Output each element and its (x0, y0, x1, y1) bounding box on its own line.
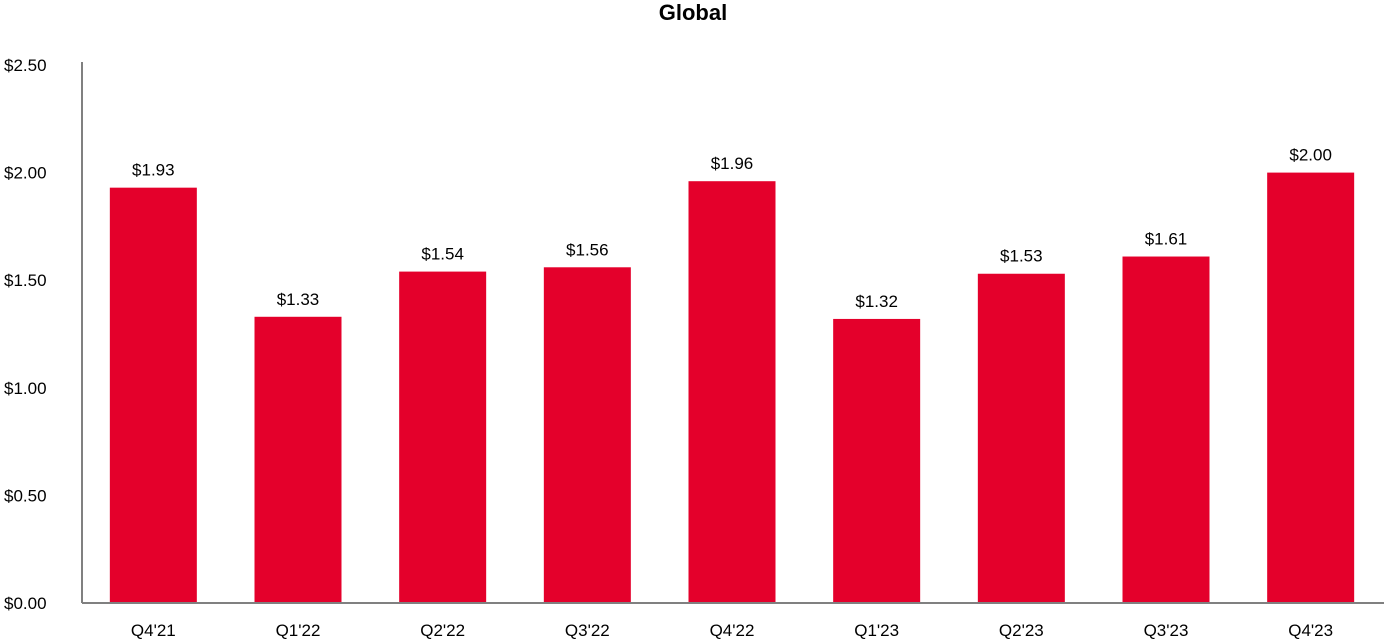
bar (254, 316, 342, 603)
y-tick-label: $1.50 (4, 271, 47, 290)
chart-title: Global (659, 0, 727, 25)
x-category-label: Q1'22 (276, 621, 321, 640)
bar-value-label: $1.96 (711, 154, 754, 173)
bar (1267, 172, 1355, 603)
x-category-label: Q2'23 (999, 621, 1044, 640)
bar (109, 187, 197, 603)
bar-value-label: $1.54 (421, 245, 464, 264)
bar-value-label: $1.33 (277, 290, 320, 309)
y-tick-label: $0.00 (4, 594, 47, 613)
x-category-label: Q2'22 (420, 621, 465, 640)
bar-value-label: $1.32 (855, 292, 898, 311)
bar-value-label: $1.53 (1000, 247, 1043, 266)
x-axis-labels: Q4'21 Q1'22 Q2'22 Q3'22 Q4'22 Q1'23 Q2'23 Q3'23… (131, 621, 1333, 640)
x-category-label: Q1'23 (854, 621, 899, 640)
x-category-label: Q4'22 (710, 621, 755, 640)
x-category-label: Q4'23 (1288, 621, 1333, 640)
x-category-label: Q4'21 (131, 621, 176, 640)
bar-value-label: $1.56 (566, 240, 609, 259)
y-tick-label: $2.50 (4, 56, 47, 75)
x-category-label: Q3'23 (1144, 621, 1189, 640)
y-tick-label: $2.00 (4, 164, 47, 183)
bar (1122, 256, 1210, 603)
bar (833, 318, 921, 603)
bar (977, 273, 1065, 603)
x-category-label: Q3'22 (565, 621, 610, 640)
y-axis-ticks: $0.00 $0.50 $1.00 $1.50 $2.00 $2.50 (4, 56, 47, 613)
bar-value-label: $2.00 (1289, 146, 1332, 165)
bar (688, 181, 776, 603)
y-tick-label: $0.50 (4, 486, 47, 505)
y-tick-label: $1.00 (4, 379, 47, 398)
bar-value-label: $1.93 (132, 161, 175, 180)
bars: $1.93 $1.33 $1.54 $1.56 $1.96 $1.32 $1.53 $1.61… (109, 146, 1355, 603)
bar (543, 267, 631, 603)
bar-value-label: $1.61 (1145, 230, 1188, 249)
bar (399, 271, 487, 603)
